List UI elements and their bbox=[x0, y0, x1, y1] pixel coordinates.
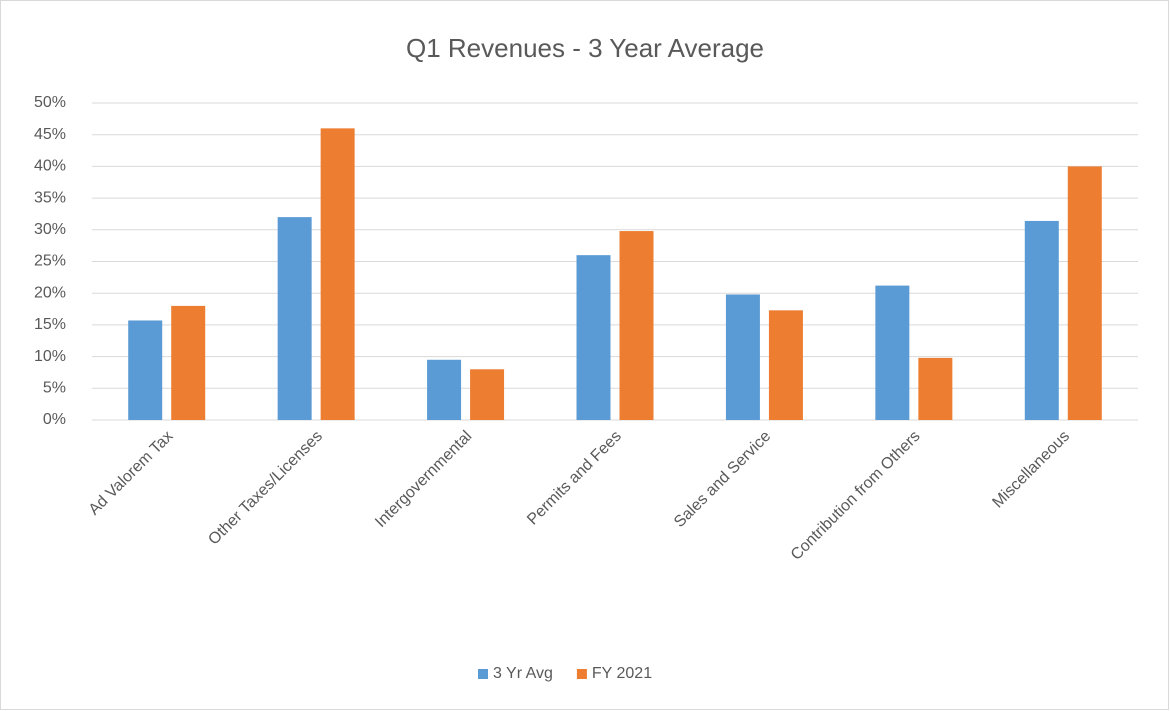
chart-title: Q1 Revenues - 3 Year Average bbox=[406, 33, 764, 63]
bar bbox=[470, 369, 505, 420]
bar bbox=[171, 305, 206, 420]
y-tick-label: 15% bbox=[34, 316, 66, 333]
bar bbox=[768, 310, 803, 420]
y-tick-label: 45% bbox=[34, 126, 66, 143]
legend-swatch bbox=[576, 669, 587, 679]
y-tick-label: 50% bbox=[34, 94, 66, 111]
bar bbox=[918, 357, 953, 420]
bar bbox=[619, 231, 654, 420]
bar bbox=[320, 128, 355, 421]
y-tick-label: 35% bbox=[34, 189, 66, 206]
y-tick-label: 20% bbox=[34, 284, 66, 301]
y-tick-label: 10% bbox=[34, 348, 66, 365]
bar bbox=[725, 294, 760, 420]
bar bbox=[875, 285, 910, 420]
legend-swatch bbox=[478, 669, 488, 679]
bar bbox=[1067, 166, 1102, 420]
y-tick-label: 5% bbox=[43, 380, 66, 397]
y-tick-label: 40% bbox=[34, 158, 66, 175]
bar bbox=[277, 217, 312, 420]
legend-label: FY 2021 bbox=[592, 665, 652, 682]
y-tick-label: 30% bbox=[34, 221, 66, 238]
bar bbox=[128, 320, 163, 420]
y-tick-label: 25% bbox=[34, 253, 66, 270]
legend-label: 3 Yr Avg bbox=[493, 665, 553, 682]
y-tick-label: 0% bbox=[43, 411, 66, 428]
bar bbox=[576, 255, 611, 420]
bar bbox=[427, 359, 462, 420]
bar bbox=[1024, 220, 1059, 420]
